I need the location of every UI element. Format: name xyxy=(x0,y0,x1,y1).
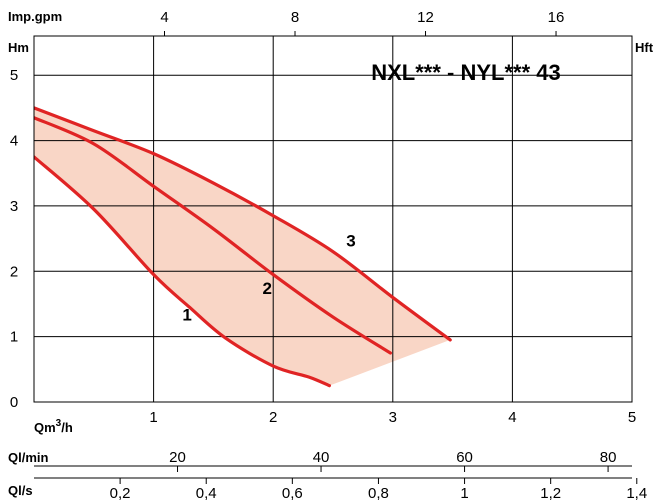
x-tick-label: 1 xyxy=(149,409,157,426)
x-tick-label: 4 xyxy=(508,409,516,426)
y-axis-label-right: Hft xyxy=(635,40,654,55)
ql-min-tick-label: 20 xyxy=(169,449,186,466)
ql-min-axis-label: Ql/min xyxy=(8,450,49,465)
ql-min-tick-label: 40 xyxy=(313,449,330,466)
curve-1 xyxy=(34,155,332,388)
ql-min-tick-label: 60 xyxy=(456,449,473,466)
y-tick-label: 0 xyxy=(10,394,18,411)
x-axis-label-main: Qm xyxy=(34,420,56,435)
y-axis-label-left: Hm xyxy=(8,40,29,55)
ql-s-tick-label: 0,8 xyxy=(368,485,389,502)
y-tick-label: 3 xyxy=(10,198,18,215)
x-axis-label: Qm3/h xyxy=(34,418,73,435)
x-axis-label-tail: /h xyxy=(61,420,73,435)
ql-s-tick-label: 1 xyxy=(460,485,468,502)
curve-3 xyxy=(34,106,452,342)
operating-area xyxy=(34,107,451,386)
ql-s-tick-label: 1,2 xyxy=(540,485,561,502)
ql-min-tick-label: 80 xyxy=(600,449,617,466)
ql-s-tick-label: 0,6 xyxy=(282,485,303,502)
ql-s-tick-label: 0,4 xyxy=(196,485,217,502)
ql-s-axis-label: Ql/s xyxy=(8,483,33,498)
ql-s-tick-label: 0,2 xyxy=(110,485,131,502)
x-tick-label: 2 xyxy=(269,409,277,426)
top-axis-tick-label: 12 xyxy=(417,9,434,26)
labels-layer: NXL*** - NYL*** 43 Hm Hft Imp.gpm Qm3/h … xyxy=(8,9,654,498)
top-axis-tick-label: 4 xyxy=(160,9,168,26)
x-tick-label: 3 xyxy=(389,409,397,426)
curve-2 xyxy=(34,116,393,355)
y-tick-label: 1 xyxy=(10,329,18,346)
curve-label-2: 2 xyxy=(262,279,271,298)
curve-label-1: 1 xyxy=(182,305,191,324)
x-tick-label: 5 xyxy=(628,409,636,426)
plot-border xyxy=(33,35,633,403)
series-layer xyxy=(34,106,452,388)
ql-s-tick-label: 1,4 xyxy=(626,485,647,502)
curve-label-3: 3 xyxy=(346,231,355,250)
operating-area-fill xyxy=(34,107,451,386)
y-tick-label: 2 xyxy=(10,263,18,280)
y-tick-label: 5 xyxy=(10,67,18,84)
top-axis-label: Imp.gpm xyxy=(8,9,62,24)
y-tick-label: 4 xyxy=(10,133,18,150)
chart-title: NXL*** - NYL*** 43 xyxy=(371,60,561,85)
x-axis-label-sup: 3 xyxy=(56,418,62,429)
grid xyxy=(34,36,632,402)
top-axis-tick-label: 8 xyxy=(291,9,299,26)
top-axis-tick-label: 16 xyxy=(548,9,565,26)
